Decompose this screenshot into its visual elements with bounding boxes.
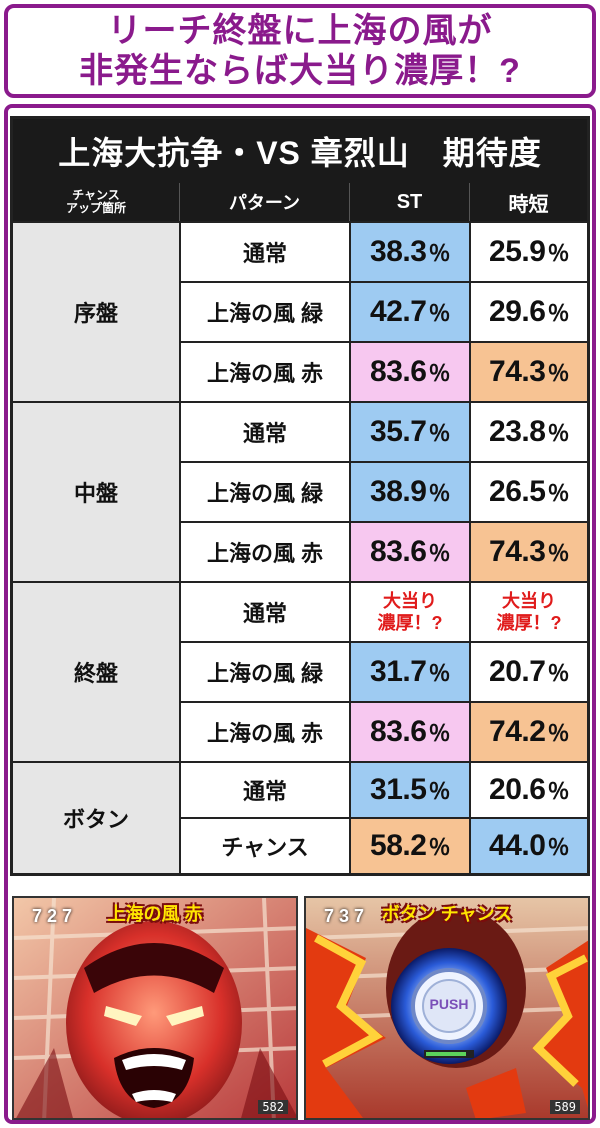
pattern-cell: 上海の風 緑 — [179, 641, 349, 701]
st-value-cell: 83.6 ％ — [349, 341, 469, 401]
jitan-value-cell: 20.7 ％ — [469, 641, 587, 701]
st-value-cell: 58.2 ％ — [349, 817, 469, 873]
group-middle: 中盤 — [13, 401, 179, 581]
st-value-cell: 38.9 ％ — [349, 461, 469, 521]
jitan-jackpot-cell: 大当り 濃厚！? — [469, 581, 587, 641]
screenshot-label: 上海の風 赤 — [107, 904, 203, 924]
jitan-value-cell: 29.6 ％ — [469, 281, 587, 341]
headline-line-1: リーチ終盤に上海の風が — [107, 12, 493, 50]
screenshot-button-chance: ボタン チャンス 7 3 7 PUSH 589 — [304, 896, 590, 1120]
headline-line-2: 非発生ならば大当り濃厚！? — [79, 52, 521, 90]
pattern-cell: 上海の風 赤 — [179, 521, 349, 581]
spin-counter: 582 — [258, 1100, 288, 1114]
reel-display: 7 2 7 — [32, 906, 73, 926]
header-jitan: 時短 — [469, 183, 587, 221]
header-st: ST — [349, 183, 469, 221]
st-value-cell: 42.7 ％ — [349, 281, 469, 341]
pattern-cell: チャンス — [179, 817, 349, 873]
pattern-cell: 上海の風 赤 — [179, 341, 349, 401]
pattern-cell: 通常 — [179, 761, 349, 817]
jitan-value-cell: 74.2 ％ — [469, 701, 587, 761]
headline-banner: リーチ終盤に上海の風が 非発生ならば大当り濃厚！? — [4, 4, 596, 98]
pattern-cell: 通常 — [179, 221, 349, 281]
st-value-cell: 83.6 ％ — [349, 521, 469, 581]
screenshot-label: ボタン チャンス — [381, 904, 513, 924]
group-late: 終盤 — [13, 581, 179, 761]
header-chance-point: チャンス アップ箇所 — [65, 188, 126, 215]
pattern-cell: 上海の風 緑 — [179, 461, 349, 521]
jitan-value-cell: 25.9 ％ — [469, 221, 587, 281]
jitan-value-cell: 74.3 ％ — [469, 521, 587, 581]
header-pattern: パターン — [179, 183, 349, 221]
screenshot-shanghai-wind-red: 上海の風 赤 7 2 7 582 — [12, 896, 298, 1120]
spin-counter: 589 — [550, 1100, 580, 1114]
st-jackpot-cell: 大当り 濃厚！? — [349, 581, 469, 641]
pattern-cell: 上海の風 緑 — [179, 281, 349, 341]
table-title: 上海大抗争・VS 章烈山 期待度 — [13, 119, 587, 183]
group-button: ボタン — [13, 761, 179, 873]
push-button-label: PUSH — [429, 996, 469, 1012]
jitan-value-cell: 23.8 ％ — [469, 401, 587, 461]
st-value-cell: 31.7 ％ — [349, 641, 469, 701]
reel-display: 7 3 7 — [324, 906, 365, 926]
jitan-value-cell: 20.6 ％ — [469, 761, 587, 817]
pattern-cell: 上海の風 赤 — [179, 701, 349, 761]
jitan-value-cell: 74.3 ％ — [469, 341, 587, 401]
jitan-value-cell: 44.0 ％ — [469, 817, 587, 873]
expectation-table: 上海大抗争・VS 章烈山 期待度 チャンス アップ箇所 パターン ST 時短 序… — [10, 116, 590, 876]
jitan-value-cell: 26.5 ％ — [469, 461, 587, 521]
shanghai-wind-red-illustration — [14, 898, 296, 1118]
button-chance-illustration — [306, 898, 588, 1118]
table-header-row: チャンス アップ箇所 パターン ST 時短 — [13, 183, 587, 221]
st-value-cell: 83.6 ％ — [349, 701, 469, 761]
group-early: 序盤 — [13, 221, 179, 401]
pattern-cell: 通常 — [179, 581, 349, 641]
pattern-cell: 通常 — [179, 401, 349, 461]
st-value-cell: 38.3 ％ — [349, 221, 469, 281]
st-value-cell: 35.7 ％ — [349, 401, 469, 461]
st-value-cell: 31.5 ％ — [349, 761, 469, 817]
